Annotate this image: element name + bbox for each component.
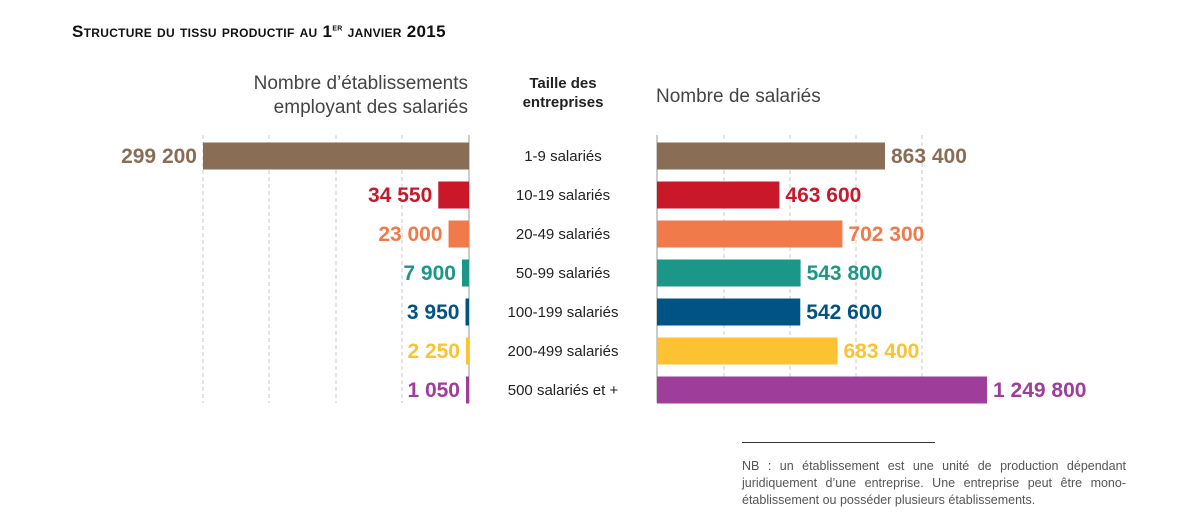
right-value-label: 543 800 [807, 262, 883, 285]
left-value-label: 34 550 [368, 184, 432, 207]
left-bar [466, 337, 469, 365]
left-value-label: 3 950 [407, 301, 460, 324]
chart-title: Structure du tissu productif au 1er janv… [72, 22, 446, 41]
right-value-label: 463 600 [785, 184, 861, 207]
left-header-line1: Nombre d’établissements [253, 73, 468, 94]
right-value-label: 863 400 [891, 145, 967, 168]
left-bar [448, 220, 469, 248]
right-value-label: 702 300 [848, 223, 924, 246]
category-label: 50-99 salariés [516, 265, 610, 282]
left-bar [466, 376, 469, 404]
left-header-line2: employant des salariés [273, 97, 468, 118]
category-header-line1: Taille des [529, 75, 597, 92]
left-bar [203, 142, 469, 170]
right-value-label: 1 249 800 [993, 379, 1086, 402]
right-bar [657, 337, 838, 365]
left-value-label: 23 000 [378, 223, 442, 246]
category-label: 500 salariés et + [508, 382, 619, 399]
right-bar [657, 298, 801, 326]
left-value-label: 299 200 [121, 145, 197, 168]
category-label: 20-49 salariés [516, 226, 610, 243]
right-bar [657, 181, 780, 209]
left-bar [461, 259, 469, 287]
right-value-label: 683 400 [843, 340, 919, 363]
category-label: 200-499 salariés [508, 343, 619, 360]
right-bar [657, 142, 885, 170]
note-divider [742, 442, 935, 443]
left-value-label: 7 900 [403, 262, 456, 285]
left-bar [465, 298, 469, 326]
category-label: 1-9 salariés [524, 148, 602, 165]
category-header-line2: entreprises [522, 94, 604, 111]
right-bar [657, 220, 843, 248]
right-bar [657, 259, 801, 287]
left-bar [438, 181, 469, 209]
right-panel-header: Nombre de salariés [656, 86, 821, 107]
category-label: 100-199 salariés [508, 304, 619, 321]
right-value-label: 542 600 [806, 301, 882, 324]
footnote: NB : un établissement est une unité de p… [742, 459, 1126, 507]
category-label: 10-19 salariés [516, 187, 610, 204]
left-value-label: 1 050 [407, 379, 460, 402]
left-value-label: 2 250 [407, 340, 460, 363]
right-bar [657, 376, 987, 404]
left-panel-header: Nombre d’établissements employant des sa… [254, 72, 468, 120]
category-header: Taille des entreprises [498, 74, 628, 112]
